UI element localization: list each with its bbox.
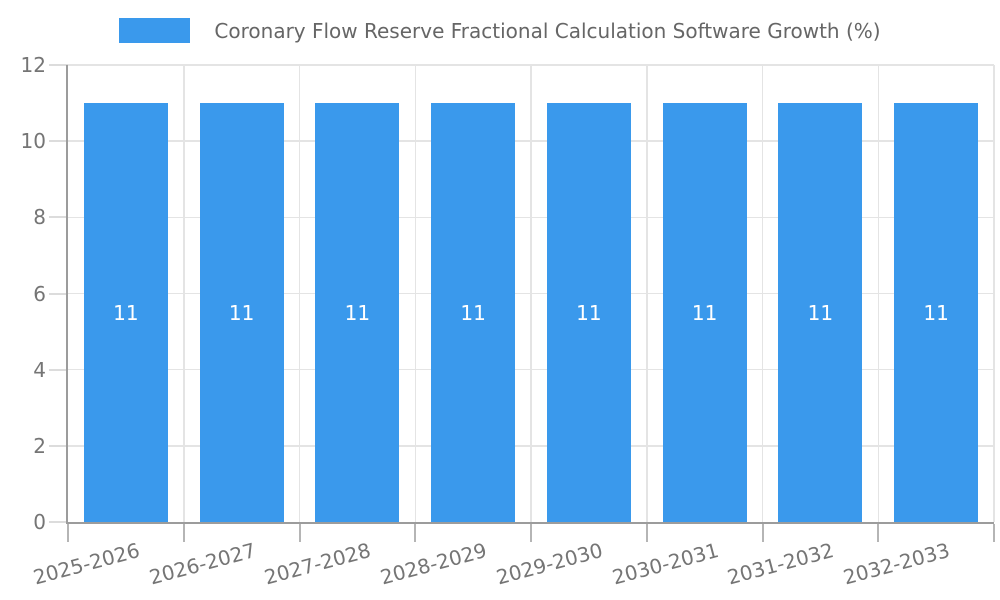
y-tick-mark [49, 368, 68, 371]
bar[interactable] [83, 103, 168, 522]
bar[interactable] [199, 103, 284, 522]
bar-value-label: 11 [576, 300, 602, 325]
legend-label: Coronary Flow Reserve Fractional Calcula… [214, 18, 881, 43]
y-tick-label: 0 [33, 510, 46, 534]
bar-value-label: 11 [113, 300, 139, 325]
x-tick-label: 2026-2027 [146, 538, 258, 590]
legend-swatch [119, 18, 191, 43]
x-tick-label: 2025-2026 [30, 538, 143, 590]
x-tick-mark [877, 524, 880, 542]
y-axis-line [66, 65, 68, 524]
y-tick-label: 6 [33, 281, 46, 306]
bar[interactable] [894, 103, 979, 522]
v-gridline [993, 65, 995, 522]
v-gridline [183, 65, 185, 522]
x-tick-mark [530, 524, 532, 542]
y-tick-label: 12 [20, 53, 46, 77]
y-tick-label: 8 [33, 205, 46, 230]
bar[interactable] [662, 103, 747, 522]
x-tick-mark [67, 524, 69, 542]
y-tick-mark [49, 292, 68, 295]
y-tick-mark [49, 216, 68, 219]
v-gridline [646, 65, 648, 522]
bar[interactable] [778, 103, 863, 522]
x-tick-label: 2030-2031 [609, 538, 721, 590]
v-gridline [761, 65, 764, 522]
y-tick-mark [49, 64, 68, 66]
x-tick-mark [182, 524, 185, 542]
bar[interactable] [546, 103, 631, 522]
x-tick-label: 2027-2028 [262, 538, 374, 590]
y-tick-mark [49, 521, 68, 523]
bar-value-label: 11 [691, 300, 718, 325]
x-tick-mark [993, 524, 995, 542]
y-tick-mark [49, 444, 68, 447]
bar-value-label: 11 [923, 300, 949, 325]
y-tick-label: 2 [33, 433, 46, 458]
bar-value-label: 11 [344, 300, 371, 325]
v-gridline [530, 65, 532, 522]
x-tick-mark [298, 524, 301, 542]
x-tick-mark [645, 524, 648, 542]
bar[interactable] [431, 103, 516, 522]
v-gridline [298, 65, 301, 522]
bar[interactable] [315, 103, 400, 522]
bar-value-label: 11 [228, 300, 255, 325]
x-tick-mark [414, 524, 417, 542]
bar-value-label: 11 [460, 300, 486, 325]
bar-value-label: 11 [807, 300, 834, 325]
y-tick-label: 4 [33, 357, 46, 382]
x-tick-label: 2031-2032 [725, 538, 837, 590]
y-tick-mark [49, 140, 68, 143]
chart-legend-item[interactable]: Coronary Flow Reserve Fractional Calcula… [0, 18, 1000, 43]
v-gridline [877, 65, 879, 522]
v-gridline [414, 65, 416, 522]
x-axis-line [66, 522, 994, 524]
x-tick-label: 2029-2030 [493, 538, 606, 590]
y-tick-label: 10 [20, 129, 46, 154]
x-tick-mark [761, 524, 764, 542]
x-tick-label: 2028-2029 [377, 538, 490, 590]
x-tick-label: 2032-2033 [840, 538, 953, 590]
